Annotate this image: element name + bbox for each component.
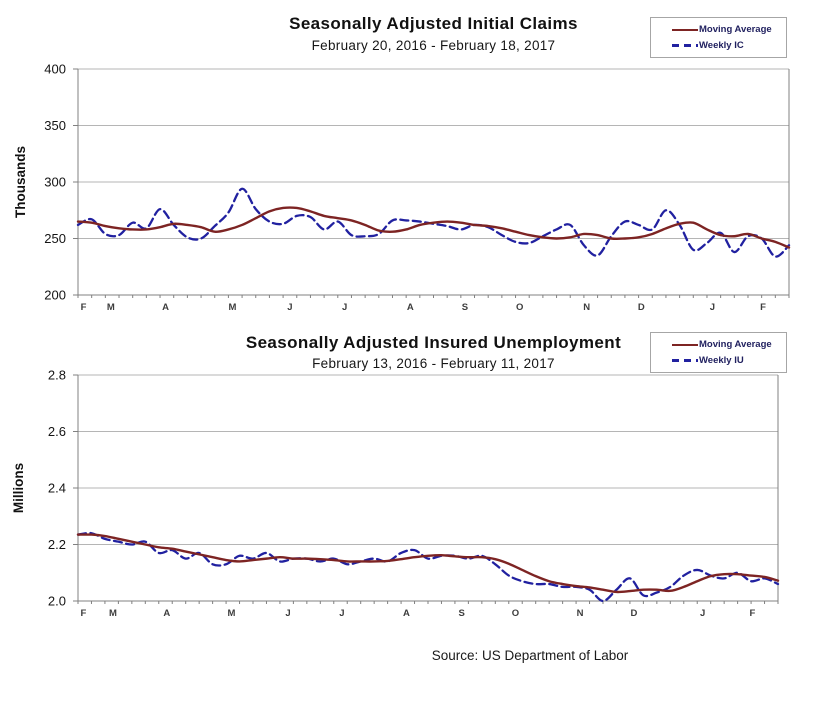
- legend-entry-weekly-iu: Weekly IU: [651, 355, 786, 366]
- svg-text:2.8: 2.8: [48, 368, 66, 383]
- svg-text:250: 250: [44, 231, 66, 246]
- svg-text:N: N: [577, 608, 584, 619]
- svg-text:J: J: [285, 608, 290, 619]
- svg-text:F: F: [81, 302, 87, 313]
- svg-text:S: S: [462, 302, 468, 313]
- svg-text:A: A: [403, 608, 410, 619]
- source-note: Source: US Department of Labor: [431, 648, 629, 663]
- svg-text:300: 300: [44, 175, 66, 190]
- insured-unemployment-y-axis-label: Millions: [11, 462, 26, 514]
- svg-text:A: A: [162, 302, 169, 313]
- initial-claims-title: Seasonally Adjusted Initial Claims: [289, 14, 578, 33]
- legend-entry-moving-average: Moving Average: [651, 339, 786, 350]
- svg-text:M: M: [228, 608, 236, 619]
- legend-label-moving-average: Moving Average: [699, 339, 772, 350]
- svg-text:J: J: [342, 302, 347, 313]
- svg-text:M: M: [107, 302, 115, 313]
- svg-text:O: O: [516, 302, 523, 313]
- svg-text:A: A: [407, 302, 414, 313]
- svg-text:D: D: [631, 608, 638, 619]
- svg-text:200: 200: [44, 288, 66, 303]
- initial-claims-y-axis-label: Thousands: [13, 146, 28, 219]
- legend-entry-moving-average: Moving Average: [651, 24, 786, 35]
- svg-text:2.4: 2.4: [48, 481, 66, 496]
- weekly-ic-dashed-line-sample-icon: [672, 44, 698, 47]
- svg-text:M: M: [229, 302, 237, 313]
- svg-text:D: D: [638, 302, 645, 313]
- svg-text:A: A: [163, 608, 170, 619]
- initial-claims-subtitle: February 20, 2016 - February 18, 2017: [311, 38, 556, 53]
- svg-text:O: O: [512, 608, 519, 619]
- svg-text:F: F: [760, 302, 766, 313]
- insured-unemployment-legend: Moving Average Weekly IU: [650, 332, 787, 373]
- legend-label-moving-average: Moving Average: [699, 24, 772, 35]
- svg-text:N: N: [583, 302, 590, 313]
- svg-text:J: J: [710, 302, 715, 313]
- svg-text:350: 350: [44, 118, 66, 133]
- svg-text:J: J: [287, 302, 292, 313]
- svg-text:2.0: 2.0: [48, 594, 66, 609]
- svg-text:J: J: [339, 608, 344, 619]
- svg-text:F: F: [80, 608, 86, 619]
- svg-text:2.2: 2.2: [48, 537, 66, 552]
- legend-label-weekly-ic: Weekly IC: [699, 40, 744, 51]
- moving-average-line-sample-icon: [672, 28, 698, 31]
- svg-text:S: S: [458, 608, 464, 619]
- svg-text:400: 400: [44, 62, 66, 77]
- moving-average-line-sample-icon: [672, 343, 698, 346]
- svg-text:F: F: [750, 608, 756, 619]
- initial-claims-legend: Moving Average Weekly IC: [650, 17, 787, 58]
- legend-entry-weekly-ic: Weekly IC: [651, 40, 786, 51]
- insured-unemployment-subtitle: February 13, 2016 - February 11, 2017: [312, 356, 555, 371]
- legend-label-weekly-iu: Weekly IU: [699, 355, 744, 366]
- svg-text:M: M: [109, 608, 117, 619]
- svg-text:2.6: 2.6: [48, 424, 66, 439]
- insured-unemployment-title: Seasonally Adjusted Insured Unemployment: [245, 333, 622, 352]
- weekly-iu-dashed-line-sample-icon: [672, 359, 698, 362]
- svg-text:J: J: [700, 608, 705, 619]
